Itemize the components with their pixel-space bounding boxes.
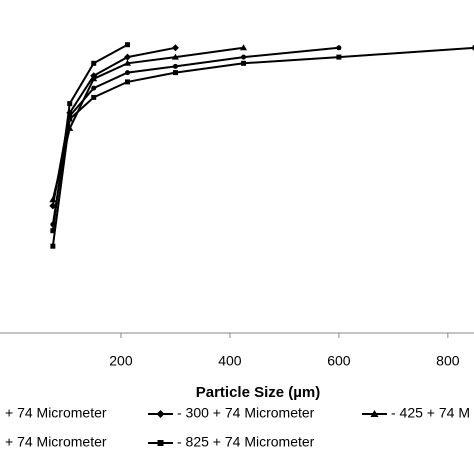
marker	[336, 45, 342, 51]
x-tick-label: 800	[436, 353, 460, 369]
legend-label: - 425 + 74 M	[391, 405, 470, 421]
marker	[91, 94, 97, 100]
marker	[91, 60, 97, 66]
marker	[50, 222, 56, 227]
marker	[49, 196, 57, 203]
legend-marker	[156, 410, 165, 418]
marker	[172, 63, 178, 69]
series-line	[51, 43, 128, 231]
legend-marker	[370, 410, 379, 417]
marker	[241, 60, 247, 66]
marker	[50, 243, 56, 249]
marker	[90, 75, 98, 82]
legend-marker	[157, 440, 164, 446]
legend-label: - 825 + 74 Micrometer	[177, 434, 315, 450]
marker	[91, 85, 97, 91]
x-tick-label: 200	[109, 353, 133, 369]
legend-label: - 300 + 74 Micrometer	[177, 405, 315, 421]
marker	[50, 228, 56, 234]
marker	[123, 59, 131, 66]
marker	[67, 101, 73, 107]
marker	[172, 70, 178, 76]
x-axis-label: Particle Size (µm)	[196, 384, 321, 401]
x-tick-label: 400	[218, 353, 242, 369]
marker	[124, 79, 130, 85]
marker	[241, 54, 247, 60]
marker	[67, 116, 73, 122]
marker	[124, 42, 130, 48]
marker	[472, 45, 474, 51]
marker	[171, 53, 179, 60]
marker	[336, 54, 342, 60]
marker	[240, 44, 248, 51]
series-line	[51, 46, 474, 247]
marker	[171, 44, 179, 52]
x-tick-label: 600	[327, 353, 351, 369]
marker	[123, 53, 131, 61]
marker	[124, 70, 130, 76]
legend-label: + 74 Micrometer	[5, 405, 107, 421]
legend-label: + 74 Micrometer	[5, 434, 107, 450]
